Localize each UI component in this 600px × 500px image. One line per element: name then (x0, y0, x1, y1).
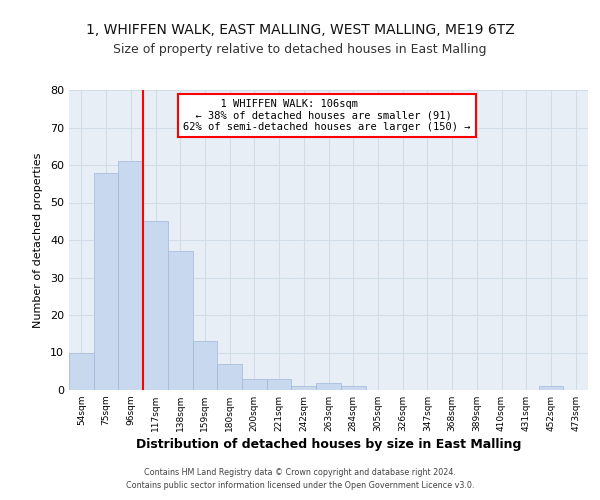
Bar (94, 172, 118, 390)
Bar (118, 161, 143, 390)
Bar (341, 386, 365, 390)
X-axis label: Distribution of detached houses by size in East Malling: Distribution of detached houses by size … (136, 438, 521, 451)
Y-axis label: Number of detached properties: Number of detached properties (33, 152, 43, 328)
Text: Contains HM Land Registry data © Crown copyright and database right 2024.
Contai: Contains HM Land Registry data © Crown c… (126, 468, 474, 490)
Bar (267, 379, 292, 390)
Text: 1, WHIFFEN WALK, EAST MALLING, WEST MALLING, ME19 6TZ: 1, WHIFFEN WALK, EAST MALLING, WEST MALL… (86, 22, 514, 36)
Bar (168, 251, 193, 390)
Bar (292, 386, 316, 390)
Bar (242, 379, 267, 390)
Bar (217, 364, 242, 390)
Bar (143, 221, 168, 390)
Bar (539, 386, 563, 390)
Text: 1 WHIFFEN WALK: 106sqm
  ← 38% of detached houses are smaller (91)
62% of semi-d: 1 WHIFFEN WALK: 106sqm ← 38% of detached… (183, 99, 470, 132)
Bar (69, 352, 94, 390)
Bar (193, 341, 217, 390)
Bar (316, 382, 341, 390)
Text: Size of property relative to detached houses in East Malling: Size of property relative to detached ho… (113, 42, 487, 56)
